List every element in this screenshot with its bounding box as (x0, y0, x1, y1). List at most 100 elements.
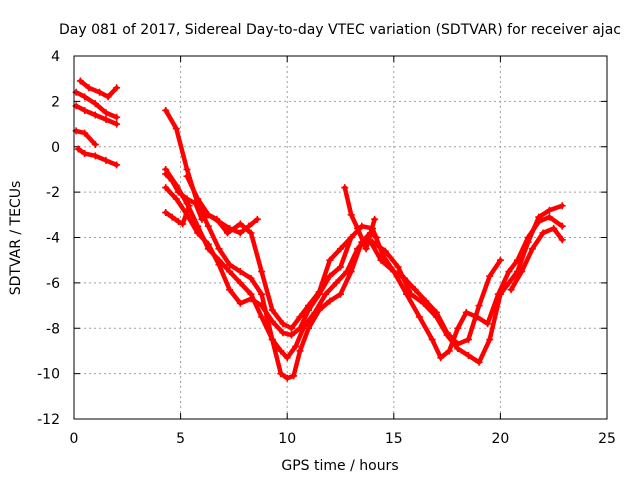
data-point (226, 286, 234, 294)
data-point (326, 272, 334, 280)
data-point (296, 324, 304, 332)
data-point (420, 299, 428, 307)
data-point (96, 88, 104, 96)
data-point (443, 331, 451, 339)
data-point (85, 84, 93, 92)
data-point (337, 290, 344, 298)
data-point (81, 150, 89, 158)
data-point (168, 213, 176, 221)
data-point (287, 331, 295, 339)
data-point (185, 202, 193, 210)
data-point (174, 218, 182, 226)
data-point (305, 324, 313, 332)
data-point (486, 272, 494, 280)
data-point (215, 245, 223, 253)
data-point (550, 224, 558, 232)
y-tick-label: 0 (51, 140, 60, 156)
data-point (283, 354, 291, 362)
data-point (379, 252, 387, 260)
x-axis-label: GPS time / hours (281, 458, 398, 474)
data-point (326, 256, 334, 264)
data-point (113, 84, 121, 92)
data-point (496, 290, 504, 298)
data-point (437, 354, 445, 362)
data-point (337, 245, 344, 253)
data-point (326, 297, 334, 305)
data-point (296, 347, 304, 355)
data-point (91, 140, 99, 148)
data-point (462, 308, 470, 316)
data-point (162, 184, 170, 192)
data-point (428, 336, 436, 344)
data-point (113, 161, 121, 169)
data-point (486, 336, 494, 344)
data-point (343, 268, 351, 276)
data-point (505, 268, 513, 276)
data-point (198, 215, 206, 223)
data-point (484, 320, 492, 328)
data-point (179, 220, 187, 228)
data-series-trace-7 (163, 185, 503, 347)
data-point (91, 111, 99, 119)
data-point (268, 306, 276, 314)
data-point (215, 218, 223, 226)
data-point (204, 240, 212, 248)
data-point (322, 290, 330, 298)
data-point (183, 195, 191, 203)
data-point (172, 125, 180, 133)
data-series-trace-12 (359, 203, 565, 365)
x-tick-label: 15 (385, 431, 403, 447)
data-point (354, 224, 362, 232)
data-point (475, 358, 483, 366)
data-point (411, 286, 419, 294)
data-point (558, 222, 566, 230)
data-point (535, 213, 543, 221)
data-point (368, 238, 376, 246)
data-point (277, 370, 285, 378)
data-point (290, 372, 298, 380)
data-point (204, 222, 212, 230)
data-point (496, 256, 504, 264)
data-point (258, 313, 266, 321)
data-point (347, 211, 355, 219)
data-point (432, 313, 440, 321)
data-series-trace-13 (508, 226, 565, 292)
data-point (377, 256, 385, 264)
data-point (172, 195, 180, 203)
data-point (347, 234, 355, 241)
data-point (518, 268, 526, 276)
chart-title: Day 081 of 2017, Sidereal Day-to-day VTE… (59, 22, 621, 38)
data-point (81, 129, 89, 137)
data-point (407, 290, 415, 298)
data-point (194, 195, 202, 203)
data-point (292, 342, 300, 350)
data-point (194, 229, 202, 237)
data-point (268, 336, 276, 344)
data-point (183, 172, 191, 180)
data-point (236, 279, 244, 287)
y-tick-label: -4 (46, 231, 60, 247)
data-point (113, 113, 121, 121)
x-tick-label: 20 (491, 431, 509, 447)
data-point (277, 347, 285, 355)
data-point (102, 156, 110, 164)
data-point (91, 100, 99, 108)
y-tick-label: -2 (46, 185, 60, 201)
data-point (247, 229, 255, 237)
data-point (162, 209, 170, 217)
data-point (104, 93, 112, 101)
data-point (545, 213, 553, 221)
y-tick-label: -10 (37, 367, 60, 383)
data-point (332, 279, 340, 287)
data-point (528, 245, 536, 253)
data-point (381, 247, 389, 255)
data-point (279, 329, 287, 337)
data-point (311, 308, 319, 316)
data-point (354, 245, 362, 253)
data-point (315, 288, 323, 296)
data-point (204, 211, 212, 219)
data-point (81, 106, 89, 114)
data-point (247, 295, 255, 303)
data-point (507, 286, 515, 294)
data-point (539, 229, 547, 237)
